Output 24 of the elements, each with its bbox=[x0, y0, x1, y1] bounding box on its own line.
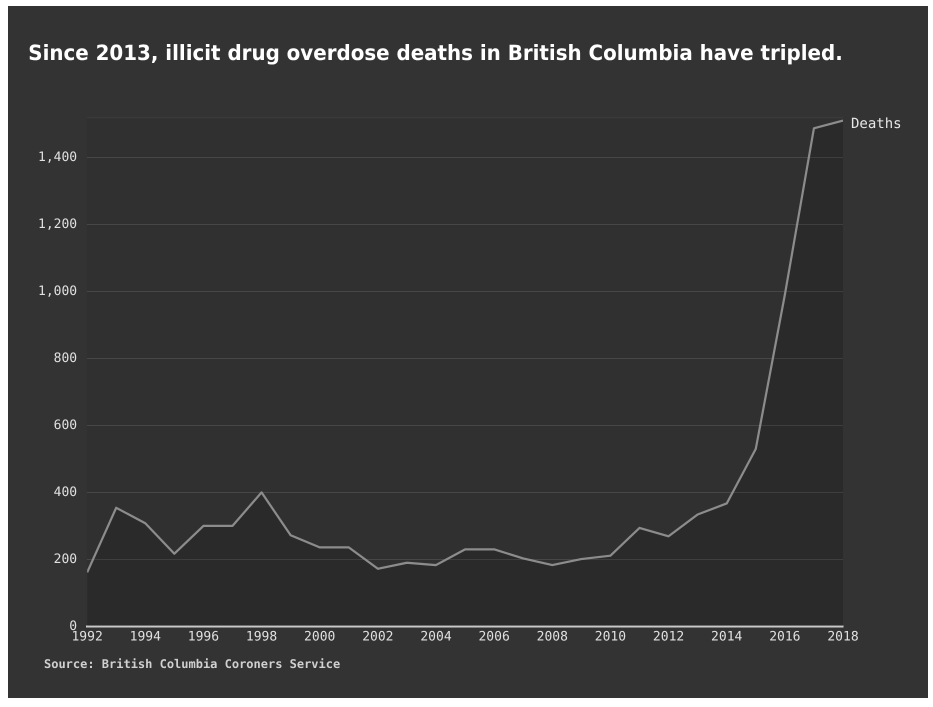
series-label: Deaths bbox=[851, 116, 902, 132]
x-tick-label: 1994 bbox=[130, 630, 162, 645]
x-tick-label: 2010 bbox=[594, 630, 626, 645]
y-tick-label: 1,200 bbox=[38, 216, 78, 232]
x-tick-label: 1992 bbox=[71, 630, 103, 645]
y-tick-label: 1,000 bbox=[38, 284, 78, 299]
y-tick-label: 600 bbox=[54, 418, 78, 433]
x-tick-label: 2000 bbox=[304, 630, 336, 645]
y-tick-label: 400 bbox=[54, 484, 78, 500]
x-tick-label: 2018 bbox=[827, 630, 859, 645]
x-tick-label: 2002 bbox=[362, 630, 394, 645]
x-tick-label: 2014 bbox=[711, 630, 743, 645]
y-tick-label: 1,400 bbox=[38, 150, 78, 165]
x-tick-label: 1998 bbox=[246, 630, 278, 645]
chart-title: Since 2013, illicit drug overdose deaths in British Columbia have tripled. bbox=[28, 40, 843, 66]
x-tick-label: 1996 bbox=[188, 630, 220, 645]
x-tick-label: 2006 bbox=[478, 630, 510, 645]
x-tick-label: 2012 bbox=[652, 630, 684, 645]
x-tick-label: 2004 bbox=[420, 630, 452, 645]
x-tick-label: 2016 bbox=[769, 630, 801, 645]
x-tick-label: 2008 bbox=[536, 630, 568, 645]
y-tick-label: 800 bbox=[54, 350, 78, 366]
y-tick-label: 200 bbox=[54, 552, 78, 567]
source-note: Source: British Columbia Coroners Service bbox=[44, 657, 340, 672]
